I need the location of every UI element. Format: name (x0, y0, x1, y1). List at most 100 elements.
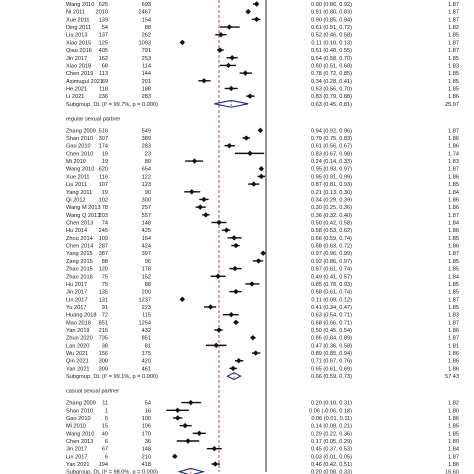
point-estimate (253, 16, 260, 23)
effect-ci-text: 0.63 (0.56, 0.70) (311, 86, 352, 92)
point-estimate (226, 24, 233, 30)
total-value: 262 (142, 33, 151, 39)
weight-text: 1.86 (448, 205, 459, 211)
point-estimate (253, 1, 260, 7)
events-value: 49 (102, 431, 108, 437)
weight-text: 1.87 (448, 128, 459, 134)
point-estimate (197, 204, 203, 210)
weight-text: 1.87 (448, 336, 459, 342)
total-value: 122 (142, 174, 151, 180)
weight-text: 1.85 (448, 305, 459, 311)
point-estimate (174, 415, 181, 421)
total-value: 210 (142, 454, 151, 460)
weight-text: 1.87 (448, 17, 459, 23)
weight-text: 1.87 (448, 40, 459, 46)
point-estimate (179, 296, 186, 302)
effect-ci-text: 0.29 (0.22, 0.36) (311, 431, 352, 437)
subgroup-diamond (177, 467, 206, 474)
total-value: 851 (142, 336, 151, 342)
point-estimate (233, 288, 239, 295)
weight-text: 1.86 (448, 328, 459, 334)
events-value: 19 (102, 151, 108, 157)
point-estimate (255, 258, 262, 264)
subgroup-summary-label: Subgroup, DL (I² = 98.0%, p = 0.000) (66, 470, 158, 474)
point-estimate (215, 273, 221, 279)
events-value: 131 (99, 297, 108, 303)
weight-text: 1.84 (448, 274, 459, 280)
total-value: 106 (142, 424, 151, 430)
study-label: Qin 2021 (66, 359, 89, 365)
subgroup-diamond (214, 99, 249, 108)
weight-text: 1.86 (448, 462, 459, 468)
weight-text: 1.80 (448, 439, 459, 445)
weight-text: 1.82 (448, 401, 459, 407)
weight-text: 1.87 (448, 167, 459, 173)
study-label: Zhou 2014 (66, 236, 93, 242)
subgroup-diamond (226, 372, 242, 381)
study-label: Lin 2017 (66, 454, 87, 460)
study-label: Wang 2010 (66, 2, 94, 8)
total-value: 114 (142, 63, 151, 69)
weight-text: 1.81 (448, 343, 459, 349)
weight-text: 1.86 (448, 359, 459, 365)
study-label: Gao 2010 (66, 416, 91, 422)
subgroup-effect-text: 0.20 (0.08, 0.33) (311, 470, 352, 474)
study-label: Wang 2010 (66, 431, 94, 437)
total-value: 36 (145, 439, 151, 445)
weight-text: 1.80 (448, 408, 459, 414)
total-value: 424 (142, 244, 151, 250)
study-label: Wu 2021 (66, 351, 88, 357)
effect-ci-text: 0.68 (0.63, 0.72) (311, 244, 352, 250)
point-estimate (232, 265, 238, 272)
weight-text: 1.86 (448, 244, 459, 250)
total-value: 253 (142, 56, 151, 62)
study-label: Qiao 2016 (66, 48, 92, 54)
study-label: Jin 2017 (66, 56, 87, 62)
weight-text: 1.86 (448, 174, 459, 180)
weight-text: 1.87 (448, 2, 459, 8)
point-estimate (251, 181, 257, 187)
total-value: 654 (142, 167, 151, 173)
weight-text: 1.85 (448, 290, 459, 296)
weight-text: 1.74 (448, 151, 459, 157)
weight-text: 1.85 (448, 431, 459, 437)
point-estimate (236, 358, 242, 364)
point-estimate (245, 8, 251, 15)
point-estimate (258, 173, 264, 180)
study-label: Xue 2011 (66, 17, 90, 23)
point-estimate (201, 196, 207, 203)
effect-ci-text: 0.11 (0.10, 0.13) (311, 40, 352, 46)
events-value: 156 (99, 351, 108, 357)
effect-ci-text: 0.30 (0.25, 0.36) (311, 205, 352, 211)
effect-ci-text: 0.20 (0.10, 0.31) (311, 401, 352, 407)
effect-ci-text: 0.89 (0.85, 0.94) (311, 351, 352, 357)
total-value: 152 (142, 274, 151, 280)
events-value: 194 (99, 462, 108, 468)
effect-ci-text: 0.83 (0.67, 0.98) (311, 151, 352, 157)
weight-text: 1.87 (448, 251, 459, 257)
study-label: Yan 2021 (66, 366, 90, 372)
weight-text: 1.85 (448, 71, 459, 77)
weight-text: 1.84 (448, 447, 459, 453)
effect-ci-text: 0.24 (0.14, 0.33) (311, 159, 352, 165)
study-label: Chen 2019 (66, 71, 93, 77)
events-value: 300 (99, 366, 108, 372)
events-value: 215 (99, 328, 108, 334)
events-value: 300 (99, 359, 108, 365)
point-estimate (260, 250, 266, 256)
study-label: Zhao 2015 (66, 267, 93, 273)
total-value: 54 (145, 401, 151, 407)
weight-text: 1.85 (448, 79, 459, 85)
events-value: 19 (102, 159, 108, 165)
total-value: 283 (142, 144, 151, 150)
point-estimate (225, 62, 232, 69)
total-value: 123 (142, 182, 151, 188)
total-value: 23 (145, 151, 151, 157)
total-value: 148 (142, 447, 151, 453)
study-label: Qi 2012 (66, 197, 86, 203)
effect-ci-text: 0.41 (0.34, 0.47) (311, 305, 352, 311)
weight-text: 1.84 (448, 190, 459, 196)
study-label: Chen 2013 (66, 220, 93, 226)
study-label: Shan 2010 (66, 136, 93, 142)
